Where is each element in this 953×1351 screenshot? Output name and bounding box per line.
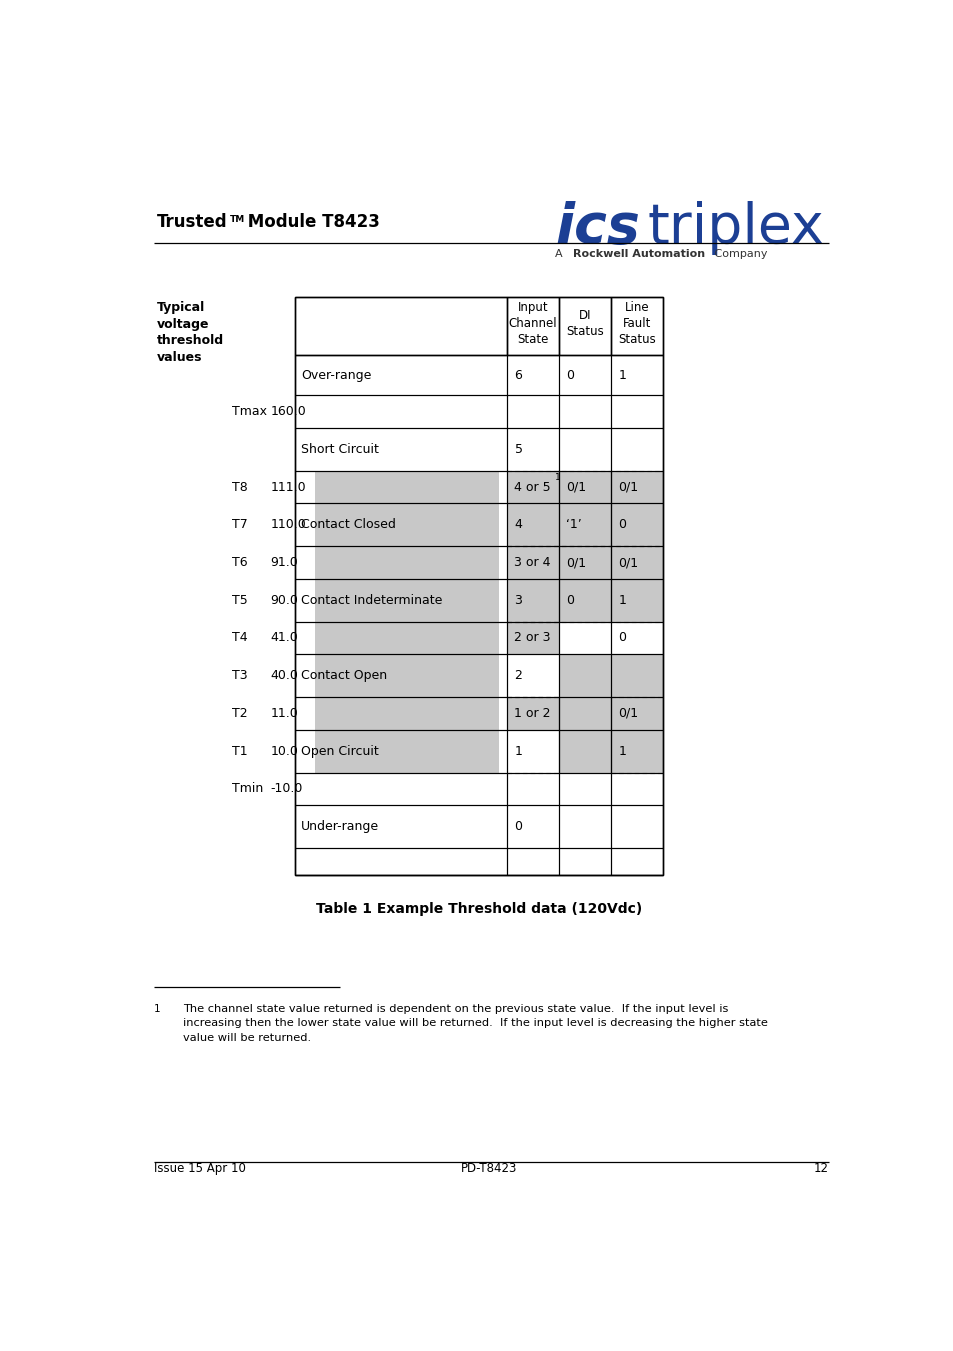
Bar <box>506 471 662 503</box>
Bar <box>506 503 662 546</box>
Text: -10.0: -10.0 <box>270 782 302 796</box>
Text: 3 or 4: 3 or 4 <box>514 557 551 569</box>
Text: 2 or 3: 2 or 3 <box>514 631 551 644</box>
Text: Short Circuit: Short Circuit <box>301 443 379 455</box>
Text: 1: 1 <box>618 744 625 758</box>
Text: 12: 12 <box>813 1162 828 1175</box>
Text: Under-range: Under-range <box>301 820 379 834</box>
Text: Company: Company <box>710 249 766 259</box>
Text: 41.0: 41.0 <box>270 631 297 644</box>
Bar <box>506 621 558 654</box>
Text: Trusted: Trusted <box>156 212 227 231</box>
Text: T7: T7 <box>232 519 247 531</box>
Bar <box>558 697 662 730</box>
Text: Module T8423: Module T8423 <box>241 212 379 231</box>
Text: Tmax: Tmax <box>232 405 266 417</box>
Bar <box>558 654 662 697</box>
Text: Tmin: Tmin <box>232 782 263 796</box>
Text: 0: 0 <box>618 631 626 644</box>
Text: T1: T1 <box>232 744 247 758</box>
Text: 90.0: 90.0 <box>270 593 298 607</box>
Text: T5: T5 <box>232 593 247 607</box>
Text: 10.0: 10.0 <box>270 744 298 758</box>
Text: 4 or 5: 4 or 5 <box>514 481 551 493</box>
Text: PD-T8423: PD-T8423 <box>460 1162 517 1175</box>
Bar <box>506 697 558 730</box>
Text: 11.0: 11.0 <box>270 707 297 720</box>
Text: Issue 15 Apr 10: Issue 15 Apr 10 <box>154 1162 246 1175</box>
Text: Typical
voltage
threshold
values: Typical voltage threshold values <box>156 301 223 363</box>
Bar <box>314 546 498 621</box>
Bar <box>294 297 662 875</box>
Text: 0: 0 <box>566 369 574 382</box>
Text: Line
Fault
Status: Line Fault Status <box>618 300 655 346</box>
Bar <box>314 621 498 697</box>
Bar <box>314 697 498 773</box>
Text: T8: T8 <box>232 481 247 493</box>
Text: 0: 0 <box>566 593 574 607</box>
Text: 1: 1 <box>555 473 560 482</box>
Text: ‘1’: ‘1’ <box>566 519 581 531</box>
Text: 1: 1 <box>154 1004 161 1013</box>
Text: Open Circuit: Open Circuit <box>301 744 378 758</box>
Text: TM: TM <box>230 216 245 224</box>
Text: 3: 3 <box>514 593 522 607</box>
Text: 4: 4 <box>514 519 522 531</box>
Text: Contact Open: Contact Open <box>301 669 387 682</box>
Text: 0: 0 <box>514 820 522 834</box>
Text: 160.0: 160.0 <box>270 405 306 417</box>
Text: triplex: triplex <box>647 201 823 255</box>
Text: The channel state value returned is dependent on the previous state value.  If t: The channel state value returned is depe… <box>183 1004 767 1043</box>
Text: T3: T3 <box>232 669 247 682</box>
Text: 1: 1 <box>618 593 625 607</box>
Text: 6: 6 <box>514 369 522 382</box>
Bar <box>506 697 558 730</box>
Text: T6: T6 <box>232 557 247 569</box>
Text: 0/1: 0/1 <box>566 481 586 493</box>
Text: 5: 5 <box>514 443 522 455</box>
Bar <box>294 297 662 875</box>
Text: T4: T4 <box>232 631 247 644</box>
Text: 0/1: 0/1 <box>566 557 586 569</box>
Bar <box>506 546 662 578</box>
Text: 2: 2 <box>514 669 522 682</box>
Text: 40.0: 40.0 <box>270 669 298 682</box>
Text: Contact Closed: Contact Closed <box>301 519 395 531</box>
Text: 1: 1 <box>514 744 522 758</box>
Text: 0/1: 0/1 <box>618 557 638 569</box>
Text: Input
Channel
State: Input Channel State <box>508 300 557 346</box>
Text: 0/1: 0/1 <box>618 481 638 493</box>
Text: 0/1: 0/1 <box>618 707 638 720</box>
Bar <box>558 730 662 773</box>
Text: 0: 0 <box>618 519 626 531</box>
Text: Over-range: Over-range <box>301 369 372 382</box>
Text: Table 1 Example Threshold data (120Vdc): Table 1 Example Threshold data (120Vdc) <box>315 902 641 916</box>
Text: Contact Indeterminate: Contact Indeterminate <box>301 593 442 607</box>
Text: 111.0: 111.0 <box>270 481 306 493</box>
Text: A: A <box>555 249 565 259</box>
Bar <box>610 697 662 730</box>
Text: 1 or 2: 1 or 2 <box>514 707 551 720</box>
Bar <box>314 471 498 546</box>
Text: T2: T2 <box>232 707 247 720</box>
Bar <box>506 578 662 621</box>
Text: ics: ics <box>555 201 639 255</box>
Text: 91.0: 91.0 <box>270 557 297 569</box>
Text: DI
Status: DI Status <box>565 308 603 338</box>
Text: Rockwell Automation: Rockwell Automation <box>572 249 704 259</box>
Text: 1: 1 <box>618 369 625 382</box>
Text: 110.0: 110.0 <box>270 519 306 531</box>
